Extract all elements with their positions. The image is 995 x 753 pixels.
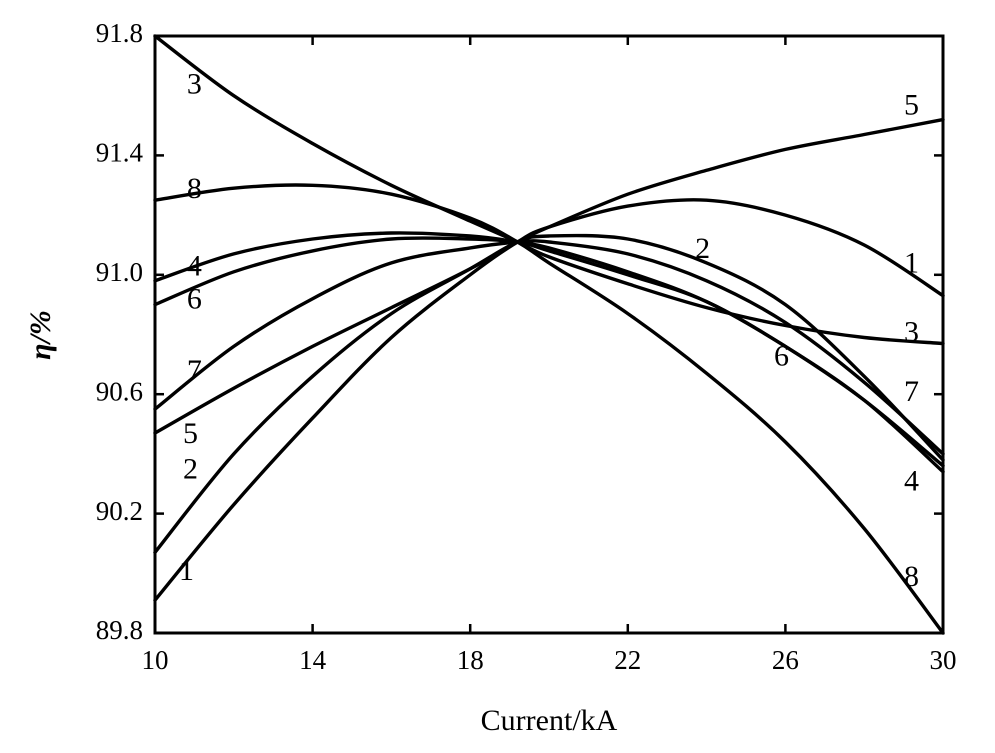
series-line-5 xyxy=(153,117,945,435)
series-line-6 xyxy=(153,236,945,474)
series-line-2 xyxy=(153,233,945,555)
series-line-8 xyxy=(153,183,945,635)
series-layer xyxy=(153,34,945,635)
curve-label-6-12: 6 xyxy=(774,339,789,372)
curve-label-2-9: 2 xyxy=(695,232,710,265)
curve-label-2-6: 2 xyxy=(183,453,198,486)
y-tick-label-3: 91.0 xyxy=(96,257,143,287)
curve-label-6-3: 6 xyxy=(187,283,202,316)
x-tick-label-22: 22 xyxy=(614,645,641,675)
curve-label-5-8: 5 xyxy=(904,89,919,122)
curve-label-7-4: 7 xyxy=(187,354,202,387)
y-tick-label-2: 90.6 xyxy=(96,376,143,406)
x-tick-label-10: 10 xyxy=(142,645,169,675)
x-tick-label-18: 18 xyxy=(457,645,484,675)
curve-label-4-14: 4 xyxy=(904,465,919,498)
plot-frame xyxy=(153,34,945,635)
y-axis-label: η/% xyxy=(24,310,57,360)
curve-label-3-0: 3 xyxy=(187,68,202,101)
curve-label-1-10: 1 xyxy=(904,247,919,280)
x-axis-label: Current/kA xyxy=(481,704,618,737)
curve-label-3-11: 3 xyxy=(904,315,919,348)
curve-label-4-2: 4 xyxy=(187,250,202,283)
y-tick-label-0: 89.8 xyxy=(96,615,143,645)
y-tick-label-1: 90.2 xyxy=(96,496,143,526)
series-line-3 xyxy=(153,34,945,346)
y-tick-label-4: 91.4 xyxy=(96,138,144,168)
y-tick-label-5: 91.8 xyxy=(96,18,143,48)
x-tick-label-26: 26 xyxy=(772,645,799,675)
curve-label-7-13: 7 xyxy=(904,375,919,408)
x-tick-label-14: 14 xyxy=(299,645,327,675)
curve-label-8-1: 8 xyxy=(187,172,202,205)
curve-label-1-7: 1 xyxy=(179,554,194,587)
x-tick-label-30: 30 xyxy=(930,645,957,675)
curve-label-8-15: 8 xyxy=(904,560,919,593)
curve-label-5-5: 5 xyxy=(183,417,198,450)
series-line-7 xyxy=(153,239,945,456)
